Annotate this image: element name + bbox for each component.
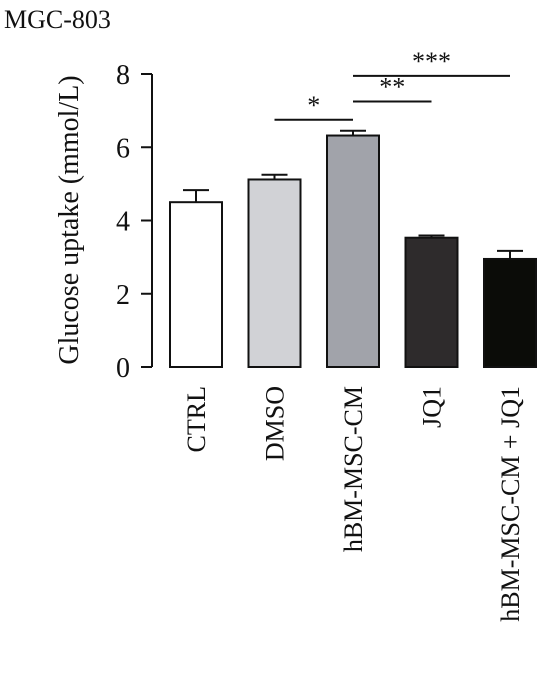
significance-annotations: ****** [274, 47, 510, 121]
error-bar [418, 234, 445, 238]
error-bar [261, 173, 288, 180]
error-bar [183, 189, 209, 203]
error-bars [183, 129, 523, 259]
significance-label: * [307, 91, 320, 120]
error-bar [497, 249, 523, 259]
bars [169, 134, 537, 368]
y-tick-label: 0 [116, 353, 130, 384]
category-labels: CTRL DMSO hBM-MSC-CM JQ1 hBM-MSC-CM + JQ1 [182, 386, 525, 622]
bar [326, 134, 380, 368]
panel-title: MGC-803 [4, 5, 111, 34]
y-tick-label: 6 [116, 133, 130, 164]
x-category-label: JQ1 [418, 386, 447, 428]
y-tick-label: 8 [116, 60, 130, 91]
bar [404, 236, 459, 368]
x-category-label: CTRL [182, 386, 211, 452]
error-bar [340, 129, 366, 136]
x-category-label: hBM-MSC-CM [339, 386, 368, 552]
x-category-label: hBM-MSC-CM + JQ1 [496, 386, 525, 622]
bar [483, 257, 537, 368]
y-tick-label: 4 [116, 207, 130, 238]
bar [247, 178, 302, 368]
bar [169, 201, 223, 368]
x-category-label: DMSO [261, 386, 290, 461]
significance-label: ** [379, 72, 405, 101]
y-tick-label: 2 [116, 280, 130, 311]
axes: 0 2 4 6 8 [116, 60, 153, 384]
significance-label: *** [412, 47, 451, 76]
y-axis-label: Glucose uptake (mmol/L) [54, 75, 85, 364]
